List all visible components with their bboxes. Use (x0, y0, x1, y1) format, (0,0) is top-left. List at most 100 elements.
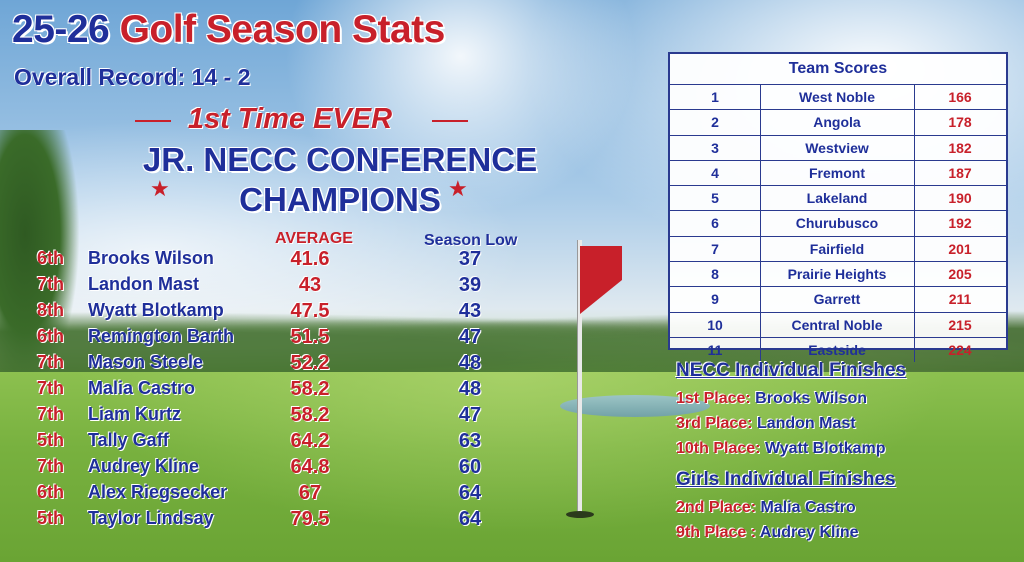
team-name: Fremont (760, 160, 915, 186)
player-name: Malia Castro (88, 378, 196, 398)
team-rank: 1 (670, 85, 761, 110)
star-icon: ★ (448, 176, 468, 201)
team-score: 182 (948, 139, 972, 156)
table-row: 4 Fremont 187 (670, 160, 1006, 187)
player-season-low: 47 (458, 404, 482, 426)
player-name: Liam Kurtz (88, 404, 182, 424)
table-row: 10 Central Noble 215 (670, 312, 1006, 338)
flagpole (577, 240, 582, 516)
individual-finishes: NECC Individual Finishes 1st Place: Broo… (670, 360, 1010, 549)
team-rank: 11 (670, 337, 761, 363)
team-rank: 9 (670, 287, 761, 312)
player-season-low: 39 (458, 274, 482, 296)
team-name: Westview (760, 135, 915, 160)
player-average: 64.2 (290, 430, 330, 452)
team-rank: 3 (670, 135, 761, 160)
team-score: 178 (948, 114, 972, 131)
table-row: 5 Lakeland 190 (670, 186, 1006, 212)
finish-place: 1st Place: (676, 390, 751, 407)
player-season-low: 60 (458, 456, 482, 478)
player-row: 8th Wyatt Blotkamp 47.5 43 (0, 300, 520, 326)
player-average: 67 (298, 482, 322, 504)
table-row: 1 West Noble 166 (670, 85, 1006, 111)
finish-name: Audrey Kline (759, 524, 859, 541)
divider-line-right (432, 120, 468, 122)
table-row: 2 Angola 178 (670, 110, 1006, 136)
team-score: 205 (948, 266, 972, 283)
player-name: Mason Steele (88, 352, 204, 372)
team-score: 190 (948, 190, 972, 207)
player-name: Brooks Wilson (88, 248, 214, 268)
player-season-low: 48 (458, 352, 482, 374)
player-average: 52.2 (290, 352, 330, 374)
player-season-low: 47 (458, 326, 482, 348)
conference-line-1: JR. NECC CONFERENCE (142, 141, 538, 178)
table-row: 11 Eastside 224 (670, 337, 1006, 363)
finish-item: 2nd Place: Malia Castro (676, 499, 1010, 524)
player-grade: 7th (37, 404, 64, 424)
finish-item: 9th Place : Audrey Kline (676, 524, 1010, 549)
team-name: Fairfield (760, 236, 915, 262)
player-row: 5th Tally Gaff 64.2 63 (0, 430, 520, 456)
player-name: Taylor Lindsay (88, 508, 214, 528)
divider-line-left (135, 120, 171, 122)
first-time-banner: 1st Time EVER (187, 103, 393, 135)
average-column-header: AVERAGE (275, 230, 353, 247)
background-pond (560, 395, 710, 417)
team-score: 224 (948, 341, 972, 358)
team-name: Central Noble (760, 312, 915, 337)
player-row: 7th Audrey Kline 64.8 60 (0, 456, 520, 482)
finish-item: 10th Place: Wyatt Blotkamp (676, 440, 1010, 465)
player-grade: 7th (37, 274, 64, 294)
team-score: 215 (948, 316, 972, 333)
team-rank: 10 (670, 312, 761, 337)
player-name: Audrey Kline (88, 456, 200, 476)
finish-place: 10th Place: (676, 440, 761, 457)
team-rank: 7 (670, 236, 761, 262)
team-rank: 4 (670, 160, 761, 186)
title-main: Golf Season Stats (119, 8, 446, 51)
player-row: 7th Malia Castro 58.2 48 (0, 378, 520, 404)
player-grade: 5th (37, 430, 64, 450)
finish-name: Brooks Wilson (755, 390, 868, 407)
player-average: 43 (298, 274, 322, 296)
team-rank: 8 (670, 262, 761, 287)
player-row: 6th Alex Riegsecker 67 64 (0, 482, 520, 508)
finish-place: 3rd Place: (676, 415, 753, 432)
player-season-low: 48 (458, 378, 482, 400)
player-grade: 7th (37, 456, 64, 476)
table-row: 7 Fairfield 201 (670, 236, 1006, 263)
finish-name: Malia Castro (760, 499, 856, 516)
player-row: 6th Remington Barth 51.5 47 (0, 326, 520, 352)
player-grade: 5th (37, 508, 64, 528)
flag-icon (580, 246, 622, 314)
player-grade: 6th (37, 326, 64, 346)
title-year: 25-26 (12, 8, 110, 51)
player-grade: 7th (37, 378, 64, 398)
player-average: 41.6 (290, 248, 330, 270)
player-name: Landon Mast (88, 274, 199, 294)
table-row: 3 Westview 182 (670, 135, 1006, 161)
table-row: 8 Prairie Heights 205 (670, 262, 1006, 288)
player-name: Alex Riegsecker (88, 482, 228, 502)
golf-hole (566, 511, 594, 518)
finish-place: 9th Place : (676, 524, 757, 541)
player-row: 7th Mason Steele 52.2 48 (0, 352, 520, 378)
team-score: 211 (948, 291, 972, 308)
player-row: 6th Brooks Wilson 41.6 37 (0, 248, 520, 274)
player-average: 79.5 (290, 508, 330, 530)
star-icon: ★ (150, 176, 170, 201)
finish-item: 1st Place: Brooks Wilson (676, 390, 1010, 415)
player-row: 5th Taylor Lindsay 79.5 64 (0, 508, 520, 534)
team-score: 192 (948, 215, 972, 232)
finish-name: Wyatt Blotkamp (764, 440, 886, 457)
team-rank: 2 (670, 110, 761, 135)
player-grade: 6th (37, 248, 64, 268)
player-grade: 6th (37, 482, 64, 502)
conference-line-2: CHAMPIONS (239, 181, 441, 218)
team-name: Lakeland (760, 186, 915, 211)
necc-finishes-heading: NECC Individual Finishes (676, 360, 907, 381)
player-season-low: 63 (458, 430, 482, 452)
table-row: 6 Churubusco 192 (670, 211, 1006, 237)
player-average: 51.5 (290, 326, 330, 348)
